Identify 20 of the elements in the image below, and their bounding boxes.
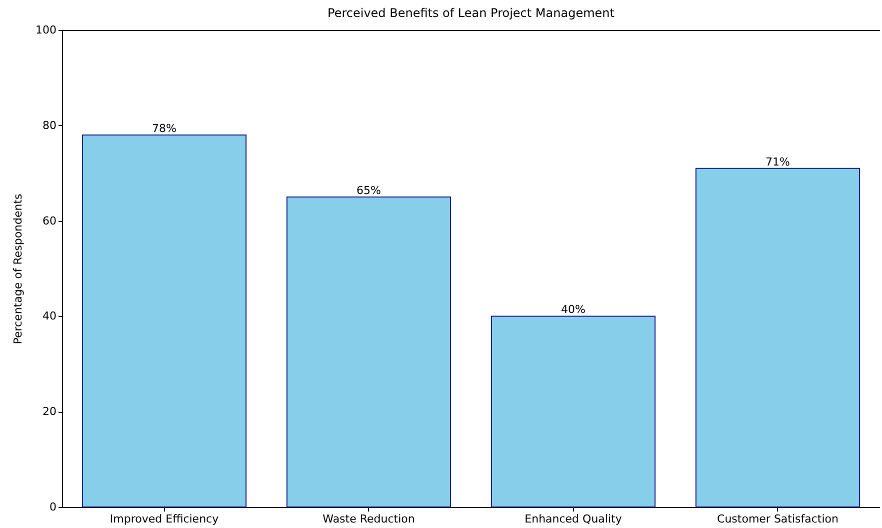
- y-tick-label: 40: [42, 310, 56, 323]
- x-tick-label: Customer Satisfaction: [717, 512, 839, 526]
- bar: [490, 316, 656, 508]
- x-tick-label: Improved Efficiency: [110, 512, 220, 526]
- y-tick-label: 80: [42, 118, 56, 132]
- data-label: 40%: [561, 303, 586, 316]
- y-tick-label: 20: [42, 405, 56, 418]
- x-tick-label: Enhanced Quality: [524, 512, 622, 526]
- y-tick-label: 100: [36, 24, 56, 36]
- data-label: 78%: [152, 122, 176, 135]
- y-tick-label: 0: [50, 500, 56, 514]
- bar: [286, 196, 452, 508]
- x-tick-label: Waste Reduction: [322, 512, 415, 526]
- bar: [695, 168, 860, 508]
- chart-title: Perceived Benefits of Lean Project Management: [328, 6, 615, 20]
- data-label: 65%: [356, 184, 381, 197]
- data-label: 71%: [766, 155, 790, 168]
- y-axis-title: Percentage of Respondents: [12, 193, 25, 344]
- bar: [82, 134, 247, 508]
- y-tick-label: 60: [42, 214, 56, 228]
